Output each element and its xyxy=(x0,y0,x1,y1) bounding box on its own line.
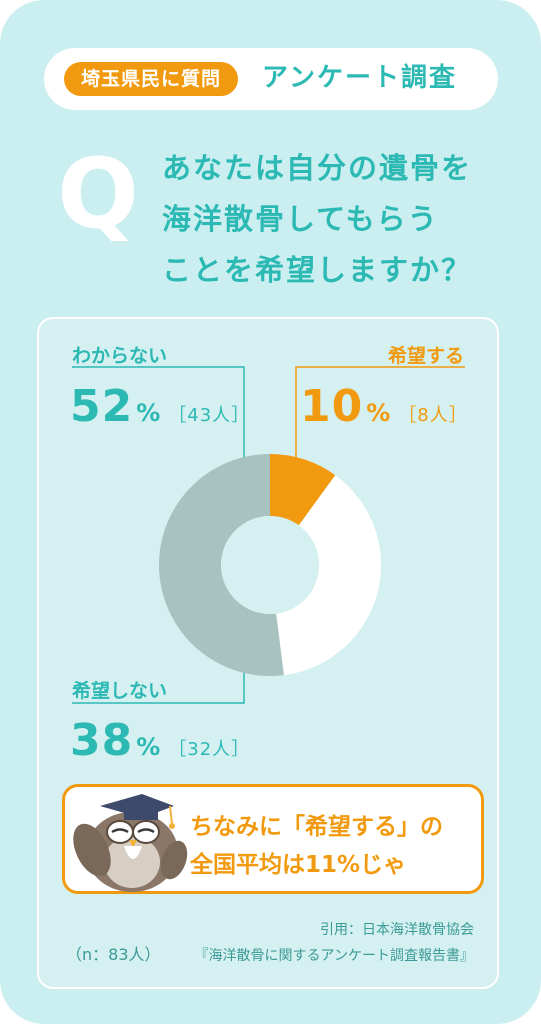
source-line: 引用：日本海洋散骨協会 xyxy=(320,922,474,938)
note-line: ちなみに「希望する」の xyxy=(190,814,443,840)
survey-title: アンケート調査 xyxy=(262,63,457,93)
donut-slice-0 xyxy=(270,454,336,526)
question-line: ことを希望しますか？ xyxy=(162,253,473,287)
question-text: あなたは自分の遺骨を 海洋散骨してもらう ことを希望しますか？ xyxy=(162,143,522,296)
leader-line-yes xyxy=(295,366,465,478)
source-line: 『海洋散骨に関するアンケート調査報告書』 xyxy=(194,948,474,964)
slice-label-unsure: わからない xyxy=(72,345,168,367)
slice-label-yes: 希望する xyxy=(388,345,465,367)
question-line: あなたは自分の遺骨を xyxy=(162,151,473,185)
count-text: ［43人］ xyxy=(168,405,251,426)
question-line: 海洋散骨してもらう xyxy=(162,202,439,236)
leader-line-unsure xyxy=(72,366,245,478)
pct-unit: % xyxy=(136,399,161,427)
region-tag: 埼玉県民に質問 xyxy=(64,62,238,96)
count-text: ［32人］ xyxy=(168,739,251,760)
slice-value-yes: 10% ［8人］ xyxy=(300,381,468,432)
q-mark-icon: Q xyxy=(57,145,139,241)
pct-unit: % xyxy=(136,733,161,761)
sample-size: （n：83人） xyxy=(66,945,161,964)
pct-unit: % xyxy=(366,399,391,427)
owl-graduate-icon xyxy=(73,794,188,892)
note-text: ちなみに「希望する」の 全国平均は11%じゃ xyxy=(190,808,443,884)
count-text: ［8人］ xyxy=(398,405,468,426)
slice-value-no: 38% ［32人］ xyxy=(70,715,250,766)
donut-slice-2 xyxy=(159,454,284,676)
slice-value-unsure: 52% ［43人］ xyxy=(70,381,250,432)
donut-hole xyxy=(221,516,319,614)
source-citation: 引用：日本海洋散骨協会 『海洋散骨に関するアンケート調査報告書』 xyxy=(195,917,474,969)
pct-number: 10 xyxy=(300,381,364,432)
donut-slice-1 xyxy=(276,475,382,676)
note-line: 全国平均は11%じゃ xyxy=(190,852,407,878)
q-mark-text: Q xyxy=(57,145,139,241)
slice-label-no: 希望しない xyxy=(72,680,168,702)
pct-number: 38 xyxy=(70,715,134,766)
pct-number: 52 xyxy=(70,381,134,432)
